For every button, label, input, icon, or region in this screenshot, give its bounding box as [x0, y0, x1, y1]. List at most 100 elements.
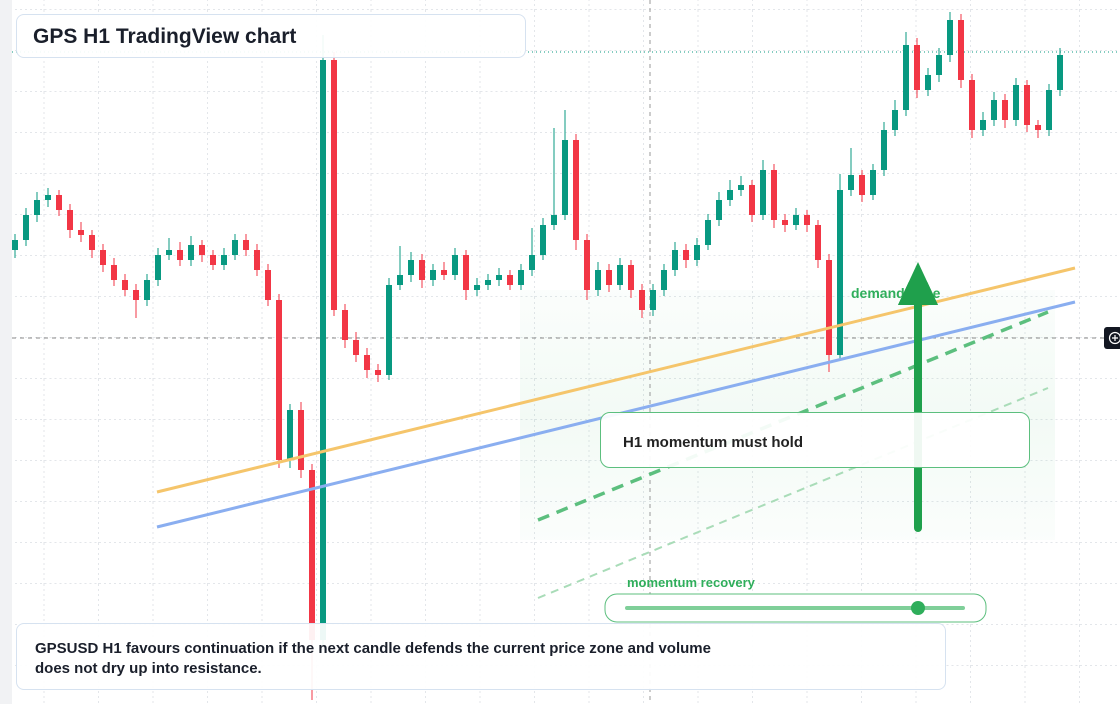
- candle-body: [23, 215, 29, 240]
- candle-body: [606, 270, 612, 285]
- candle-body: [826, 260, 832, 355]
- candle-body: [78, 230, 84, 235]
- candle-body: [111, 265, 117, 280]
- candle-body: [760, 170, 766, 215]
- candle-body: [89, 235, 95, 250]
- candle-body: [991, 100, 997, 120]
- candle-body: [12, 240, 18, 250]
- candle-body: [155, 255, 161, 280]
- candle-body: [353, 340, 359, 355]
- momentum-label: H1 momentum must hold: [623, 434, 804, 451]
- candle-body: [815, 225, 821, 260]
- candle-body: [738, 185, 744, 190]
- trendline-green: [537, 310, 1049, 522]
- arrow-overlay: [898, 282, 938, 312]
- candle-body: [199, 245, 205, 255]
- candle-body: [342, 310, 348, 340]
- candle-body: [122, 280, 128, 290]
- candle-body: [837, 190, 843, 355]
- candle-body: [166, 250, 172, 255]
- candle-body: [430, 270, 436, 280]
- candle-body: [969, 80, 975, 130]
- candle-body: [1002, 100, 1008, 120]
- slider-knob: [911, 601, 925, 615]
- candle-body: [892, 110, 898, 130]
- candle-body: [474, 285, 480, 290]
- candle-body: [177, 250, 183, 260]
- candle-body: [287, 410, 293, 460]
- candle-body: [276, 300, 282, 460]
- candle-body: [980, 120, 986, 130]
- momentum-box: H1 momentum must hold: [600, 412, 1030, 468]
- candle-body: [925, 75, 931, 90]
- candle-body: [518, 270, 524, 285]
- candle-body: [265, 270, 271, 300]
- candle-body: [34, 200, 40, 215]
- candle-body: [496, 275, 502, 280]
- candle-body: [45, 195, 51, 200]
- candle-body: [309, 470, 315, 640]
- candle-body: [463, 255, 469, 290]
- candle-body: [804, 215, 810, 225]
- candle-body: [650, 290, 656, 310]
- candle-body: [661, 270, 667, 290]
- candle-body: [1046, 90, 1052, 130]
- arrow-shaft-overlay: [914, 304, 922, 312]
- candle-body: [254, 250, 260, 270]
- candle-body: [210, 255, 216, 265]
- arrow-head-overlay: [898, 282, 938, 305]
- candle-body: [386, 285, 392, 375]
- candle-body: [562, 140, 568, 215]
- candle-body: [551, 215, 557, 225]
- plus-icon: [1108, 331, 1120, 345]
- chart-title: GPS H1 TradingView chart: [33, 25, 297, 48]
- candle-body: [958, 20, 964, 80]
- candle-body: [408, 260, 414, 275]
- candle-body: [936, 55, 942, 75]
- candle-body: [56, 195, 62, 210]
- candle-body: [848, 175, 854, 190]
- candle-body: [584, 240, 590, 290]
- candle-body: [859, 175, 865, 195]
- candle-body: [441, 270, 447, 275]
- candle-body: [452, 255, 458, 275]
- candle-body: [639, 290, 645, 310]
- plus-icon-cross: [1112, 335, 1118, 341]
- candle-body: [672, 250, 678, 270]
- candle-body: [617, 265, 623, 285]
- candle-body: [397, 275, 403, 285]
- candle-body: [749, 185, 755, 215]
- candle-body: [100, 250, 106, 265]
- candle-body: [529, 255, 535, 270]
- candle-body: [903, 45, 909, 110]
- candle-body: [782, 220, 788, 225]
- candle-body: [243, 240, 249, 250]
- candle-body: [881, 130, 887, 170]
- candle-body: [375, 370, 381, 375]
- candle-body: [716, 200, 722, 220]
- candle-body: [1057, 55, 1063, 90]
- candle-body: [914, 45, 920, 90]
- candle-body: [1024, 85, 1030, 125]
- candle-body: [793, 215, 799, 225]
- candles: [12, 12, 1063, 700]
- candle-body: [232, 240, 238, 255]
- candle-body: [870, 170, 876, 195]
- candle-body: [331, 60, 337, 310]
- candle-body: [221, 255, 227, 265]
- candle-body: [485, 280, 491, 285]
- candle-body: [419, 260, 425, 280]
- left-strip: [0, 0, 12, 704]
- recovery-label: momentum recovery: [627, 575, 755, 590]
- candle-body: [188, 245, 194, 260]
- candle-body: [947, 20, 953, 55]
- candle-body: [573, 140, 579, 240]
- candle-body: [144, 280, 150, 300]
- candle-body: [705, 220, 711, 245]
- candle-body: [727, 190, 733, 200]
- candle-body: [694, 245, 700, 260]
- candle-body: [771, 170, 777, 220]
- candle-body: [67, 210, 73, 230]
